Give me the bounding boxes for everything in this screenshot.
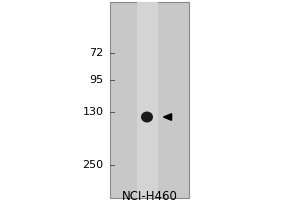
Ellipse shape — [141, 112, 153, 122]
Text: 95: 95 — [89, 75, 103, 85]
Text: 72: 72 — [89, 48, 103, 58]
Polygon shape — [164, 114, 172, 120]
Text: 130: 130 — [82, 107, 103, 117]
Bar — [110, 2, 189, 198]
Bar — [136, 2, 158, 198]
Text: 250: 250 — [82, 160, 103, 170]
Text: NCI-H460: NCI-H460 — [122, 190, 178, 200]
